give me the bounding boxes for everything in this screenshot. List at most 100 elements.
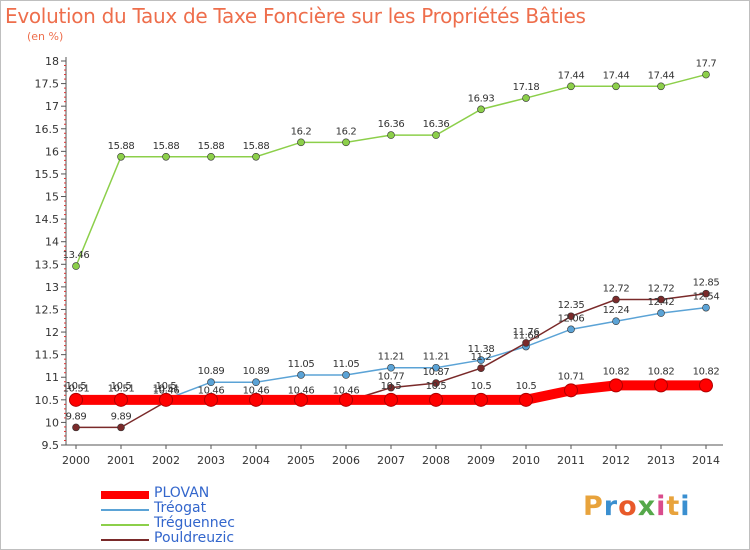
data-label: 10.5 — [471, 381, 492, 392]
y-tick-label: 18 — [45, 55, 59, 68]
data-label: 9.89 — [66, 411, 87, 422]
data-point — [432, 131, 440, 139]
data-point — [612, 295, 620, 304]
data-point — [117, 423, 125, 432]
data-label: 16.36 — [378, 119, 405, 130]
y-tick-label: 13.5 — [35, 258, 60, 271]
logo-letter: r — [603, 491, 619, 522]
y-tick-label: 13 — [45, 281, 59, 294]
data-point — [519, 392, 533, 407]
data-point — [387, 383, 395, 392]
data-label: 13.46 — [63, 250, 90, 261]
legend-swatch — [101, 509, 149, 511]
data-point — [477, 364, 485, 373]
y-tick-label: 15.5 — [35, 168, 60, 181]
data-point — [474, 392, 488, 407]
data-label: 15.88 — [243, 141, 270, 152]
x-tick-label: 2006 — [332, 454, 360, 467]
data-point — [564, 383, 578, 398]
data-point — [567, 325, 575, 334]
data-label: 11.21 — [378, 352, 405, 363]
data-point — [159, 392, 173, 407]
data-point — [294, 392, 308, 407]
data-label: 10.46 — [288, 386, 315, 397]
legend-label: Tréguennec — [154, 515, 235, 531]
data-label: 10.51 — [153, 383, 180, 394]
data-label: 10.46 — [333, 386, 360, 397]
x-tick-label: 2005 — [287, 454, 315, 467]
y-tick-label: 9.5 — [42, 439, 60, 452]
data-point — [567, 82, 575, 91]
x-tick-label: 2012 — [602, 454, 630, 467]
data-label: 12.72 — [648, 284, 675, 295]
data-label: 15.88 — [198, 141, 225, 152]
series-line-tréguennec — [75, 73, 707, 267]
y-tick-label: 16.5 — [35, 123, 60, 136]
data-label: 10.82 — [693, 366, 720, 377]
data-label: 17.44 — [648, 70, 675, 81]
data-label: 17.44 — [558, 70, 585, 81]
x-tick-label: 2011 — [557, 454, 585, 467]
data-label: 10.89 — [198, 366, 225, 377]
data-point — [609, 378, 623, 393]
data-point — [387, 363, 395, 372]
data-label: 12.54 — [693, 292, 720, 303]
legend-label: PLOVAN — [154, 485, 210, 501]
data-label: 10.5 — [66, 381, 87, 392]
data-label: 11.38 — [468, 344, 495, 355]
data-label: 12.06 — [558, 313, 585, 324]
data-label: 11.68 — [513, 331, 540, 342]
data-point — [384, 392, 398, 407]
logo-letter: x — [637, 491, 657, 522]
x-tick-label: 2008 — [422, 454, 450, 467]
data-point — [342, 138, 350, 147]
data-point — [702, 303, 710, 312]
data-label: 16.36 — [423, 119, 450, 130]
data-label: 10.51 — [63, 383, 90, 394]
y-tick-label: 11 — [45, 371, 59, 384]
data-label: 15.88 — [108, 141, 135, 152]
x-tick-label: 2000 — [62, 454, 90, 467]
y-tick-label: 15 — [45, 191, 59, 204]
data-label: 10.77 — [378, 372, 405, 383]
y-tick-label: 17.5 — [35, 78, 60, 91]
data-point — [702, 289, 710, 298]
y-tick-label: 10 — [45, 416, 59, 429]
data-point — [207, 152, 215, 161]
data-point — [387, 131, 395, 139]
data-point — [72, 262, 80, 270]
y-tick-label: 14.5 — [35, 213, 60, 226]
data-point — [69, 392, 83, 407]
data-point — [252, 152, 260, 161]
chart-subtitle: (en %) — [27, 30, 64, 43]
data-label: 12.42 — [648, 297, 675, 308]
proxiti-logo: Proxiti — [583, 491, 691, 522]
x-tick-label: 2014 — [692, 454, 720, 467]
data-point — [72, 423, 80, 432]
data-point — [117, 152, 125, 161]
data-point — [342, 371, 350, 379]
x-tick-label: 2002 — [152, 454, 180, 467]
data-label: 10.5 — [381, 381, 402, 392]
data-label: 15.88 — [153, 141, 180, 152]
data-label: 10.5 — [156, 381, 177, 392]
data-label: 12.72 — [603, 284, 630, 295]
data-point — [699, 378, 713, 393]
data-label: 10.5 — [516, 381, 537, 392]
x-tick-label: 2007 — [377, 454, 405, 467]
y-tick-label: 11.5 — [35, 349, 60, 362]
data-label: 10.51 — [108, 383, 135, 394]
data-point — [567, 312, 575, 321]
data-point — [432, 379, 440, 387]
data-point — [114, 392, 128, 407]
y-tick-label: 14 — [45, 236, 59, 249]
legend-swatch — [101, 524, 149, 526]
logo-letter: i — [680, 491, 691, 522]
data-point — [297, 138, 305, 147]
chart-title: Evolution du Taux de Taxe Foncière sur l… — [5, 4, 586, 28]
data-label: 12.85 — [693, 278, 720, 289]
data-point — [657, 295, 665, 304]
data-point — [522, 339, 530, 347]
x-tick-label: 2009 — [467, 454, 495, 467]
